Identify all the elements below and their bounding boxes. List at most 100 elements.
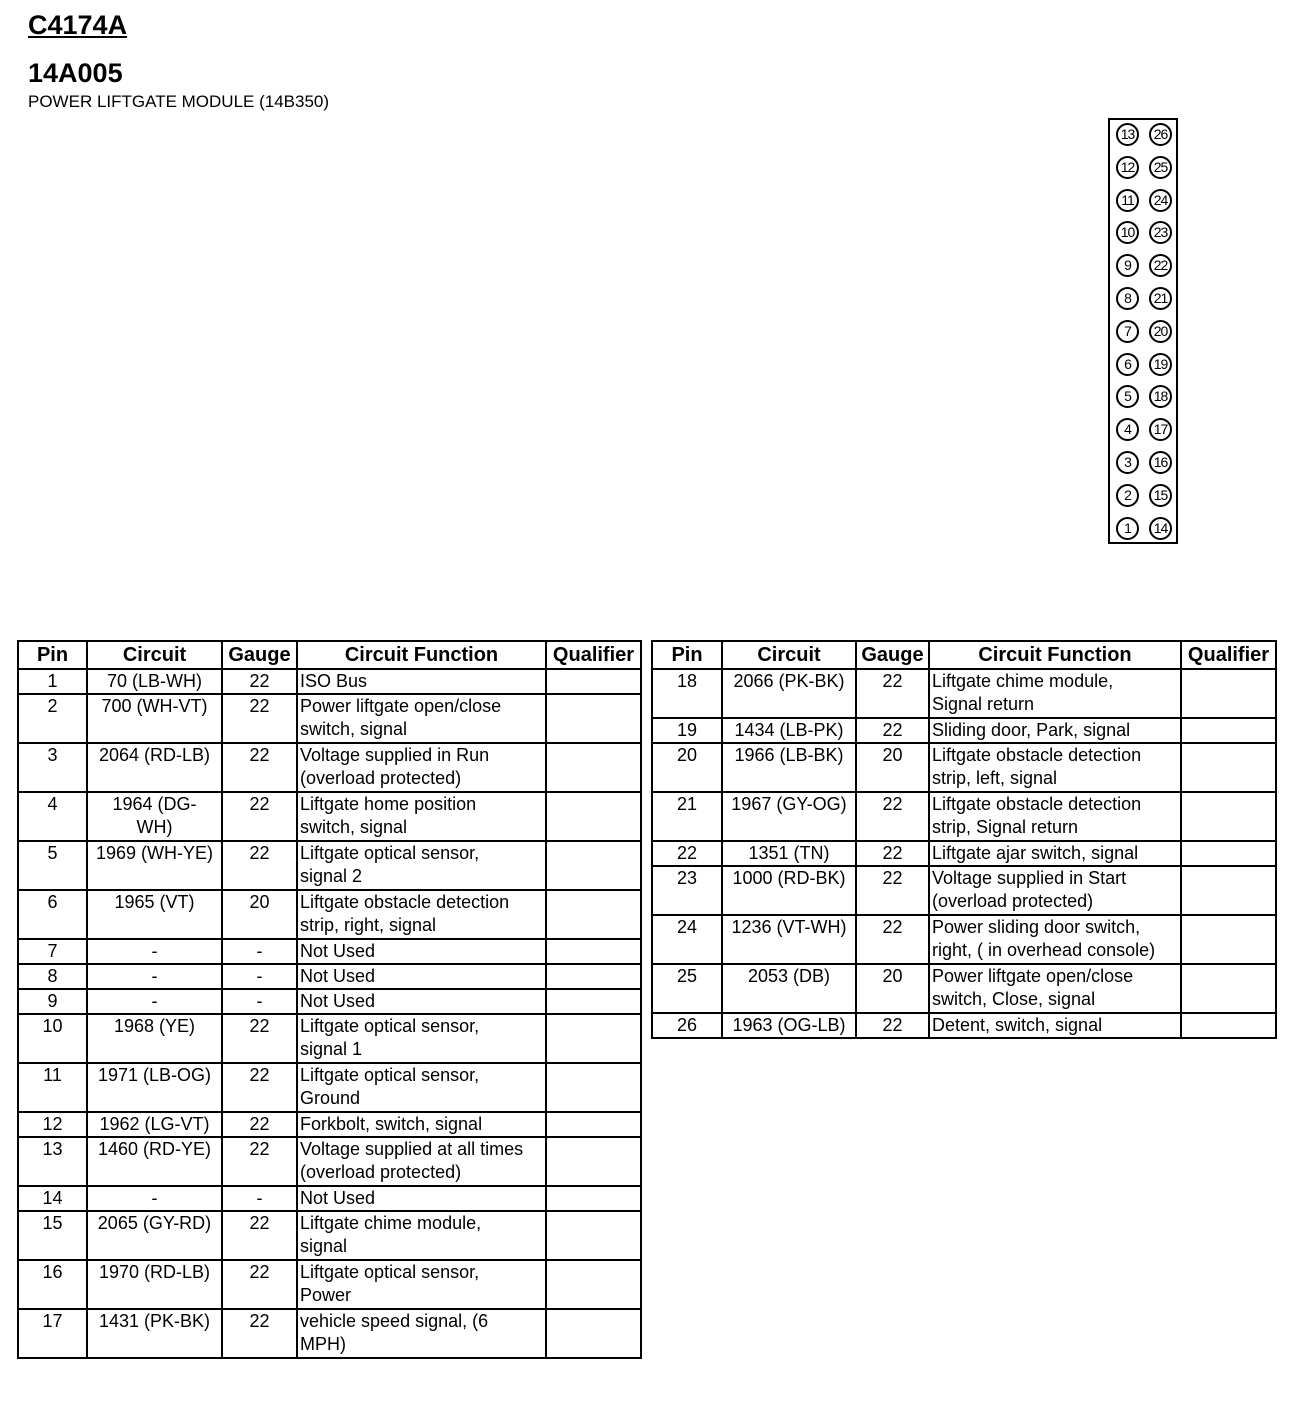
cell-qualifier <box>545 988 642 1015</box>
cell-circuit: 1967 (GY-OG) <box>721 791 857 842</box>
connector-id: C4174A <box>28 10 128 40</box>
cell-pin: 13 <box>17 1136 88 1187</box>
cell-function: Voltage supplied in Run (overload protec… <box>296 742 547 793</box>
cell-gauge: 22 <box>221 1210 298 1261</box>
cell-qualifier <box>545 840 642 891</box>
col-qualifier: Qualifier <box>1180 640 1277 670</box>
cell-function: Not Used <box>296 963 547 990</box>
cell-circuit: 1000 (RD-BK) <box>721 865 857 916</box>
col-circuit: Circuit <box>86 640 223 670</box>
cell-gauge: 22 <box>221 668 298 695</box>
connector-pin: 9 <box>1116 254 1139 278</box>
connector-pin: 15 <box>1149 483 1172 507</box>
cell-pin: 2 <box>17 693 88 744</box>
cell-qualifier <box>1180 668 1277 719</box>
cell-qualifier <box>545 1013 642 1064</box>
table-row: 6 1965 (VT) 20 Liftgate obstacle detection … <box>17 889 642 940</box>
col-qualifier: Qualifier <box>545 640 642 670</box>
cell-gauge: 22 <box>221 791 298 842</box>
connector-pin: 17 <box>1149 418 1172 442</box>
cell-gauge: - <box>221 1185 298 1212</box>
cell-function: Power liftgate open/close switch, Close,… <box>928 963 1182 1014</box>
cell-qualifier <box>545 1308 642 1359</box>
cell-circuit: 1970 (RD-LB) <box>86 1259 223 1310</box>
connector-pin: 22 <box>1149 254 1172 278</box>
col-pin: Pin <box>651 640 723 670</box>
cell-function: Liftgate optical sensor, signal 2 <box>296 840 547 891</box>
cell-gauge: 22 <box>855 914 930 965</box>
cell-qualifier <box>545 791 642 842</box>
cell-circuit: - <box>86 938 223 965</box>
cell-gauge: 22 <box>221 693 298 744</box>
connector-pin: 10 <box>1116 221 1139 245</box>
table-row: 19 1434 (LB-PK) 22 Sliding door, Park, sign… <box>651 717 1277 744</box>
cell-circuit: 1351 (TN) <box>721 840 857 867</box>
cell-qualifier <box>545 963 642 990</box>
cell-gauge: 20 <box>221 889 298 940</box>
connector-pin: 6 <box>1116 352 1139 376</box>
cell-circuit: 1236 (VT-WH) <box>721 914 857 965</box>
cell-gauge: 22 <box>855 791 930 842</box>
cell-pin: 19 <box>651 717 723 744</box>
cell-pin: 26 <box>651 1012 723 1039</box>
cell-gauge: 22 <box>221 742 298 793</box>
cell-pin: 5 <box>17 840 88 891</box>
table-header-row: Pin Circuit Gauge Circuit Function Quali… <box>17 640 642 670</box>
cell-function: Not Used <box>296 1185 547 1212</box>
cell-gauge: 22 <box>221 1259 298 1310</box>
table-row: 26 1963 (OG-LB) 22 Detent, switch, signal <box>651 1012 1277 1039</box>
cell-gauge: 20 <box>855 742 930 793</box>
cell-qualifier <box>1180 1012 1277 1039</box>
cell-qualifier <box>1180 840 1277 867</box>
cell-circuit: 1434 (LB-PK) <box>721 717 857 744</box>
table-row: 2 700 (WH-VT) 22 Power liftgate open/close … <box>17 693 642 744</box>
table-row: 7- - Not Used <box>17 938 642 965</box>
cell-gauge: 22 <box>855 668 930 719</box>
cell-function: Liftgate obstacle detection strip, Signa… <box>928 791 1182 842</box>
cell-pin: 14 <box>17 1185 88 1212</box>
cell-qualifier <box>1180 963 1277 1014</box>
cell-circuit: 1431 (PK-BK) <box>86 1308 223 1359</box>
cell-function: Liftgate chime module, signal <box>296 1210 547 1261</box>
table-row: 24 1236 (VT-WH) 22 Power sliding door switc… <box>651 914 1277 965</box>
connector-pin: 23 <box>1149 221 1172 245</box>
cell-function: vehicle speed signal, (6 MPH) <box>296 1308 547 1359</box>
cell-circuit: 1966 (LB-BK) <box>721 742 857 793</box>
cell-gauge: 22 <box>221 1062 298 1113</box>
cell-circuit: 2053 (DB) <box>721 963 857 1014</box>
cell-pin: 3 <box>17 742 88 793</box>
cell-function: Liftgate chime module, Signal return <box>928 668 1182 719</box>
cell-function: Liftgate obstacle detection strip, right… <box>296 889 547 940</box>
cell-gauge: 22 <box>221 1013 298 1064</box>
connector-pin: 2 <box>1116 483 1139 507</box>
cell-circuit: - <box>86 1185 223 1212</box>
cell-circuit: 2065 (GY-RD) <box>86 1210 223 1261</box>
cell-gauge: 22 <box>221 840 298 891</box>
connector-pin: 3 <box>1116 451 1139 474</box>
cell-pin: 8 <box>17 963 88 990</box>
cell-pin: 25 <box>651 963 723 1014</box>
cell-gauge: 22 <box>221 1111 298 1138</box>
cell-gauge: 20 <box>855 963 930 1014</box>
table-row: 17 1431 (PK-BK) 22 vehicle speed signal, (6… <box>17 1308 642 1359</box>
table-row: 1 70 (LB-WH) 22 ISO Bus <box>17 668 642 695</box>
cell-gauge: 22 <box>855 1012 930 1039</box>
connector-pin: 18 <box>1149 385 1172 409</box>
cell-pin: 22 <box>651 840 723 867</box>
table-row: 10 1968 (YE) 22 Liftgate optical sensor, si… <box>17 1013 642 1064</box>
cell-gauge: 22 <box>855 717 930 744</box>
table-row: 23 1000 (RD-BK) 22 Voltage supplied in Star… <box>651 865 1277 916</box>
cell-gauge: 22 <box>221 1136 298 1187</box>
connector-pin: 16 <box>1149 451 1172 474</box>
cell-gauge: 22 <box>855 865 930 916</box>
cell-pin: 6 <box>17 889 88 940</box>
cell-qualifier <box>545 889 642 940</box>
col-pin: Pin <box>17 640 88 670</box>
cell-function: Liftgate optical sensor, Ground <box>296 1062 547 1113</box>
pinout-table-left: Pin Circuit Gauge Circuit Function Quali… <box>17 640 642 1359</box>
cell-qualifier <box>545 1185 642 1212</box>
connector-pin: 11 <box>1116 188 1139 212</box>
cell-pin: 10 <box>17 1013 88 1064</box>
cell-function: Power liftgate open/close switch, signal <box>296 693 547 744</box>
table-row: 15 2065 (GY-RD) 22 Liftgate chime module, s… <box>17 1210 642 1261</box>
